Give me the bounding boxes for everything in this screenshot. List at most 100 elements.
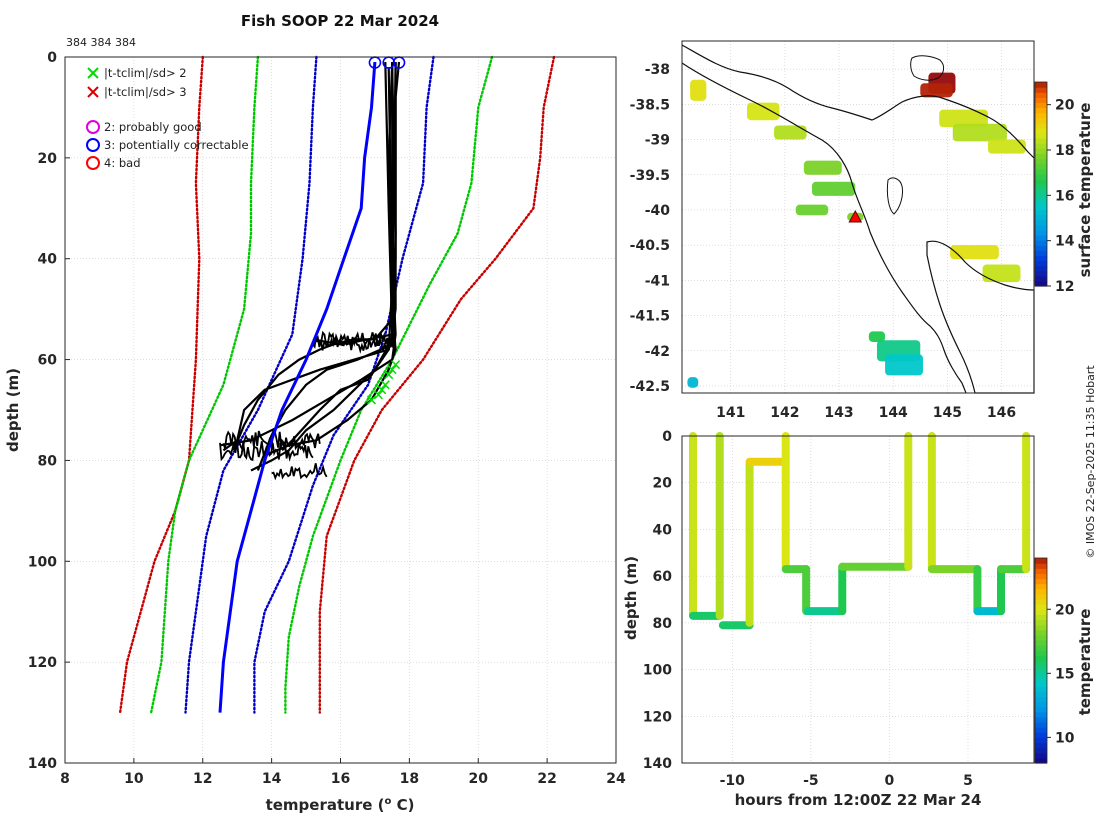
map-colorbar-swatch — [1035, 240, 1047, 246]
timeseries-colorbar-swatch — [1035, 588, 1047, 595]
sst-patch-16 — [868, 331, 886, 342]
cast-profile-3 — [250, 62, 397, 472]
map-colorbar-swatch — [1035, 275, 1047, 282]
map-colorbar-swatch — [1035, 97, 1047, 103]
map-panel: 141 142 143 144 145 146 -38 -38.5 -39 -39.5 -40 -40… — [630, 40, 1094, 421]
profile-xtick-label: 18 — [400, 771, 419, 787]
timeseries-colorbar-swatch — [1035, 660, 1047, 667]
map-colorbar-swatch — [1035, 255, 1047, 262]
sst-patch-7 — [690, 79, 707, 101]
map-colorbar-swatch — [1035, 122, 1047, 129]
timeseries-colorbar-swatch — [1035, 614, 1047, 621]
timeseries-xtick-label: 5 — [963, 773, 973, 789]
timeseries-colorbar-swatch — [1035, 624, 1047, 631]
timeseries-colorbar-swatch — [1035, 563, 1047, 569]
sst-patch-3 — [952, 123, 1007, 142]
map-colorbar-swatch — [1035, 173, 1047, 180]
timeseries-colorbar-tick-label: 15 — [1055, 666, 1074, 682]
sd2-exceed-cross-3 — [373, 390, 383, 400]
map-colorbar-swatch — [1035, 260, 1047, 267]
map-colorbar-label: surface temperature — [1076, 103, 1094, 278]
profile-legend: |t-tclim|/sd> 2 |t-tclim|/sd> 3 2: proba… — [86, 66, 249, 170]
climatology-line-+2sd — [284, 55, 494, 714]
map-colorbar-swatch — [1035, 102, 1047, 109]
sst-patch-1 — [920, 83, 953, 98]
climatology-line-+3sd — [318, 55, 556, 714]
climatology-line--1sd — [184, 55, 318, 714]
port-phillip — [910, 55, 945, 81]
timeseries-colorbar-swatch — [1035, 558, 1047, 564]
timeseries-colorbar-swatch — [1035, 599, 1047, 605]
profile-ylabel: depth (m) — [4, 368, 22, 452]
sd2-exceed-cross-0 — [391, 360, 401, 370]
timeseries-colorbar-swatch — [1035, 593, 1047, 600]
map-xtick-label: 143 — [824, 405, 853, 421]
map-colorbar-swatch — [1035, 112, 1047, 119]
sst-patch-5 — [746, 102, 780, 121]
map-ytick-label: -41 — [645, 273, 670, 289]
timeseries-ytick-label: 140 — [643, 756, 672, 772]
map-colorbar-swatch — [1035, 82, 1047, 88]
sst-patch-8 — [803, 160, 842, 175]
map-xtick-label: 144 — [879, 405, 908, 421]
legend-flag4-label: 4: bad — [104, 156, 141, 170]
credit-text: © IMOS 22-Sep-2025 11:35 Hobart — [1084, 365, 1097, 559]
timeseries-ytick-label: 60 — [653, 569, 673, 585]
coastline-path — [681, 62, 967, 394]
map-colorbar-swatch — [1035, 265, 1047, 272]
timeseries-colorbar-tick-label: 10 — [1055, 730, 1075, 746]
timeseries-colorbar-swatch — [1035, 665, 1047, 672]
timeseries-colorbar-swatch — [1035, 757, 1047, 764]
map-colorbar-swatch — [1035, 219, 1047, 226]
timeseries-xlabel: hours from 12:00Z 22 Mar 24 — [735, 791, 982, 809]
cast-bottom-noise-1 — [219, 438, 314, 462]
cast-bottom-noise-4 — [315, 334, 394, 354]
map-ytick-label: -39.5 — [630, 168, 670, 184]
cast-profile-5 — [232, 62, 394, 451]
map-colorbar-swatch — [1035, 92, 1047, 98]
timeseries-colorbar-swatch — [1035, 670, 1047, 677]
timeseries-colorbar-swatch — [1035, 706, 1047, 713]
timeseries-colorbar-swatch — [1035, 701, 1047, 708]
timeseries-colorbar-swatch — [1035, 737, 1047, 744]
map-ytick-label: -42 — [645, 344, 670, 360]
timeseries-colorbar-swatch — [1035, 675, 1047, 682]
timeseries-ytick-label: 100 — [643, 663, 672, 679]
map-colorbar-swatch — [1035, 199, 1047, 205]
map-xtick-label: 146 — [987, 405, 1016, 421]
map-colorbar-swatch — [1035, 143, 1047, 149]
timeseries-colorbar: 10 15 20 — [1034, 557, 1075, 764]
profile-ytick-label: 140 — [28, 756, 57, 772]
sst-patch-2 — [939, 109, 988, 128]
timeseries-colorbar-swatch — [1035, 573, 1047, 580]
map-colorbar-swatch — [1035, 194, 1047, 200]
profile-ytick-label: 80 — [38, 453, 58, 469]
map-ytick-label: -39 — [645, 133, 670, 149]
map-colorbar-swatch — [1035, 204, 1047, 211]
map-colorbar-swatch — [1035, 189, 1047, 195]
timeseries-colorbar-swatch — [1035, 619, 1047, 626]
map-colorbar-swatch — [1035, 163, 1047, 170]
map-colorbar-swatch — [1035, 107, 1047, 114]
map-colorbar-swatch — [1035, 87, 1047, 93]
profile-xtick-label: 24 — [606, 771, 626, 787]
timeseries-colorbar-swatch — [1035, 686, 1047, 692]
timeseries-colorbar-tick-label: 20 — [1055, 602, 1075, 618]
sd2-exceed-cross-6 — [377, 385, 387, 395]
timeseries-colorbar-swatch — [1035, 578, 1047, 585]
sst-patch-4 — [987, 139, 1026, 154]
map-xtick-label: 141 — [716, 405, 745, 421]
profile-ytick-label: 120 — [28, 655, 57, 671]
map-colorbar-swatch — [1035, 214, 1047, 221]
map-colorbar-swatch — [1035, 270, 1047, 277]
map-colorbar-swatch — [1035, 148, 1047, 154]
map-colorbar-swatch — [1035, 168, 1047, 175]
timeseries-colorbar-swatch — [1035, 691, 1047, 697]
map-colorbar-swatch — [1035, 127, 1047, 134]
timeseries-colorbar-swatch — [1035, 696, 1047, 703]
profile-ytick-label: 20 — [38, 151, 58, 167]
timeseries-colorbar-swatch — [1035, 634, 1047, 641]
king-island — [886, 177, 903, 215]
map-xtick-label: 145 — [933, 405, 962, 421]
